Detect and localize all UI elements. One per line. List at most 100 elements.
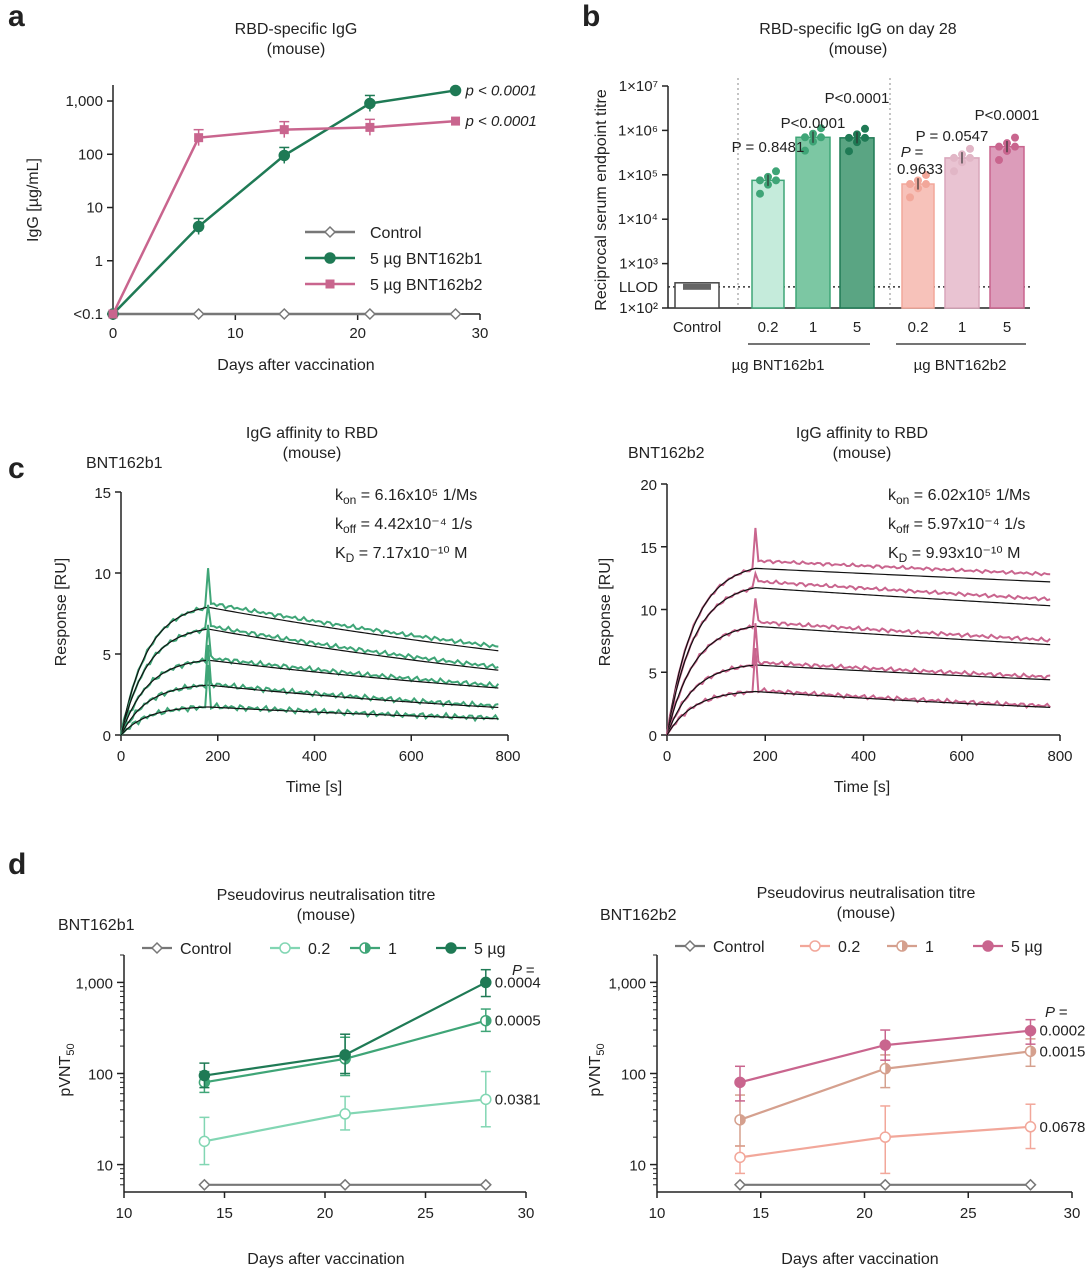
panel-a-subtitle: (mouse) (267, 41, 326, 58)
panel-d-b2-ylabel-sub: 50 (595, 1043, 607, 1055)
panel-b-data-point (922, 180, 930, 189)
panel-d-b1-legend-marker (279, 942, 291, 954)
panel-a-point (279, 125, 289, 135)
panel-d-b1-point (339, 1108, 351, 1120)
panel-b-p-annotation: P = 0.0547 (916, 128, 989, 145)
panel-b-data-point (966, 153, 974, 162)
panel-a-point (449, 307, 462, 321)
panel-c-b2-fit-curve (666, 567, 1051, 736)
panel-c-b1-fit-curve (120, 706, 499, 736)
panel-b-ytick-label: 1×10⁵ (618, 167, 658, 184)
panel-b-data-point (801, 146, 809, 155)
panel-d-b1-point (480, 1093, 492, 1106)
panel-b-p-annotation: P<0.0001 (825, 90, 890, 107)
panel-d-b2-ylabel-main: pVNT (587, 1055, 604, 1096)
panel-a-legend-marker (324, 252, 336, 264)
panel-b-bar (839, 137, 875, 309)
panel-b-data-point (756, 189, 764, 198)
panel-d-b1-legend-label: 0.2 (308, 941, 330, 958)
panel-c-b2-xtick-label: 400 (851, 748, 876, 765)
panel-b-ytick-label: 1×10⁷ (619, 78, 658, 95)
panel-d-b2-p-header: P = (1045, 1004, 1068, 1021)
panel-c-b1-fit-curve (120, 684, 499, 736)
panel-c-b1-title: IgG affinity to RBD (246, 425, 378, 442)
panel-d-b2-legend-marker (809, 940, 821, 952)
panel-b-data-point (817, 133, 825, 142)
panel-b-bar (901, 183, 935, 309)
panel-d-b2-point (879, 1131, 891, 1143)
panel-c-b2-fit-curve (666, 664, 1051, 736)
panel-a-chart: RBD-specific IgG (mouse) Days after vacc… (25, 21, 537, 374)
panel-a-ytick-label: 1,000 (65, 93, 103, 110)
panel-c-b1-kd-label: KD = 7.17x10⁻¹⁰ M (335, 545, 467, 565)
panel-d-b2-ytick-label: 10 (629, 1158, 646, 1175)
panel-b-group-label-b1: µg BNT162b1 (732, 357, 825, 374)
panel-d-b2-ylabel: pVNT50 (587, 1043, 607, 1096)
panel-d-b1-ylabel-main: pVNT (57, 1055, 74, 1096)
panel-a-xtick-label: 10 (227, 325, 244, 342)
panel-d-b1-ytick-label: 10 (96, 1158, 113, 1175)
panel-b-subtitle: (mouse) (829, 41, 888, 58)
panel-a-ytick-label: 100 (78, 146, 103, 163)
panel-d-b1-point (339, 1178, 352, 1191)
panel-d-b1-title: Pseudovirus neutralisation titre (217, 887, 436, 904)
panel-a-point (449, 84, 462, 97)
panel-c-b1-chart: IgG affinity to RBD (mouse) BNT162b1 Tim… (53, 425, 521, 796)
panel-b-data-point (845, 133, 853, 142)
panel-c-b2-sensorgram-curve (666, 569, 1051, 734)
panel-d-b1-xtick-label: 20 (317, 1205, 334, 1222)
panel-c-b1-koff-label: koff = 4.42x10⁻⁴ 1/s (335, 516, 472, 536)
panel-letter-d: d (8, 848, 26, 881)
panel-c-b2-ytick-label: 10 (640, 603, 657, 620)
panel-d-b1-chart: Pseudovirus neutralisation titre (mouse)… (57, 887, 541, 1268)
panel-d-b2-point-half (885, 1063, 891, 1074)
panel-a-legend-label: 5 µg BNT162b2 (370, 277, 483, 294)
panel-a-ylabel: IgG [µg/mL] (25, 158, 42, 242)
panel-b-data-point (861, 133, 869, 142)
panel-d-b2-point-half (1030, 1046, 1036, 1057)
panel-b-data-point (772, 167, 780, 176)
panel-b-data-point (966, 144, 974, 153)
panel-b-p-annotation: P<0.0001 (975, 107, 1040, 124)
panel-d-b2-xtick-label: 20 (856, 1205, 873, 1222)
panel-a-xlabel: Days after vaccination (217, 357, 374, 374)
panel-b-ylabel: Reciprocal serum endpoint titre (593, 89, 610, 311)
panel-b-data-point (817, 124, 825, 133)
panel-c-b1-xtick-label: 600 (399, 748, 424, 765)
panel-a-legend-marker (325, 279, 335, 289)
panel-b-bar (751, 179, 785, 309)
panel-a-xtick-label: 20 (349, 325, 366, 342)
panel-a-point (451, 116, 461, 126)
panel-d-b2-point (879, 1039, 891, 1051)
panel-c-b2-fit-curve (666, 625, 1051, 736)
panel-d-b1-point (480, 976, 492, 989)
panel-d-b2-point (734, 1151, 746, 1164)
panel-d-b2-point (1024, 1178, 1037, 1191)
panel-b-xtick-label: 1 (958, 319, 966, 336)
panel-b-xtick-label: 0.2 (758, 319, 779, 336)
panel-b-xtick-label: Control (673, 319, 721, 336)
panel-a-point (192, 307, 205, 321)
panel-b-p-annotation: 0.9633 (897, 161, 943, 178)
panel-d-b2-legend-marker (982, 940, 994, 952)
panel-d-b2-legend-marker (683, 939, 697, 953)
panel-c-b1-sensorgram-curve (120, 664, 500, 736)
panel-b-data-point (950, 167, 958, 176)
panel-d-b2-point (733, 1178, 747, 1191)
panel-c-b2-ylabel: Response [RU] (597, 558, 614, 667)
panel-d-b1-p-annotation: 0.0004 (495, 974, 541, 991)
panel-c-b2-fit-curve (666, 587, 1051, 736)
panel-b-data-point (950, 153, 958, 162)
panel-a-xtick-label: 0 (109, 325, 117, 342)
panel-c-b2-ytick-label: 0 (649, 728, 657, 745)
panel-d-b1-legend-label: 5 µg (474, 941, 505, 958)
panel-a-point (108, 309, 118, 319)
panel-c-b1-sensorgram-curve (120, 644, 499, 736)
panel-c-b2-title: IgG affinity to RBD (796, 425, 928, 442)
panel-c-b2-kd-label: KD = 9.93x10⁻¹⁰ M (888, 545, 1020, 565)
panel-b-data-point (801, 133, 809, 142)
panel-a-point (192, 220, 205, 233)
panel-d-b2-title: Pseudovirus neutralisation titre (757, 885, 976, 902)
panel-a-legend-label: Control (370, 225, 422, 242)
